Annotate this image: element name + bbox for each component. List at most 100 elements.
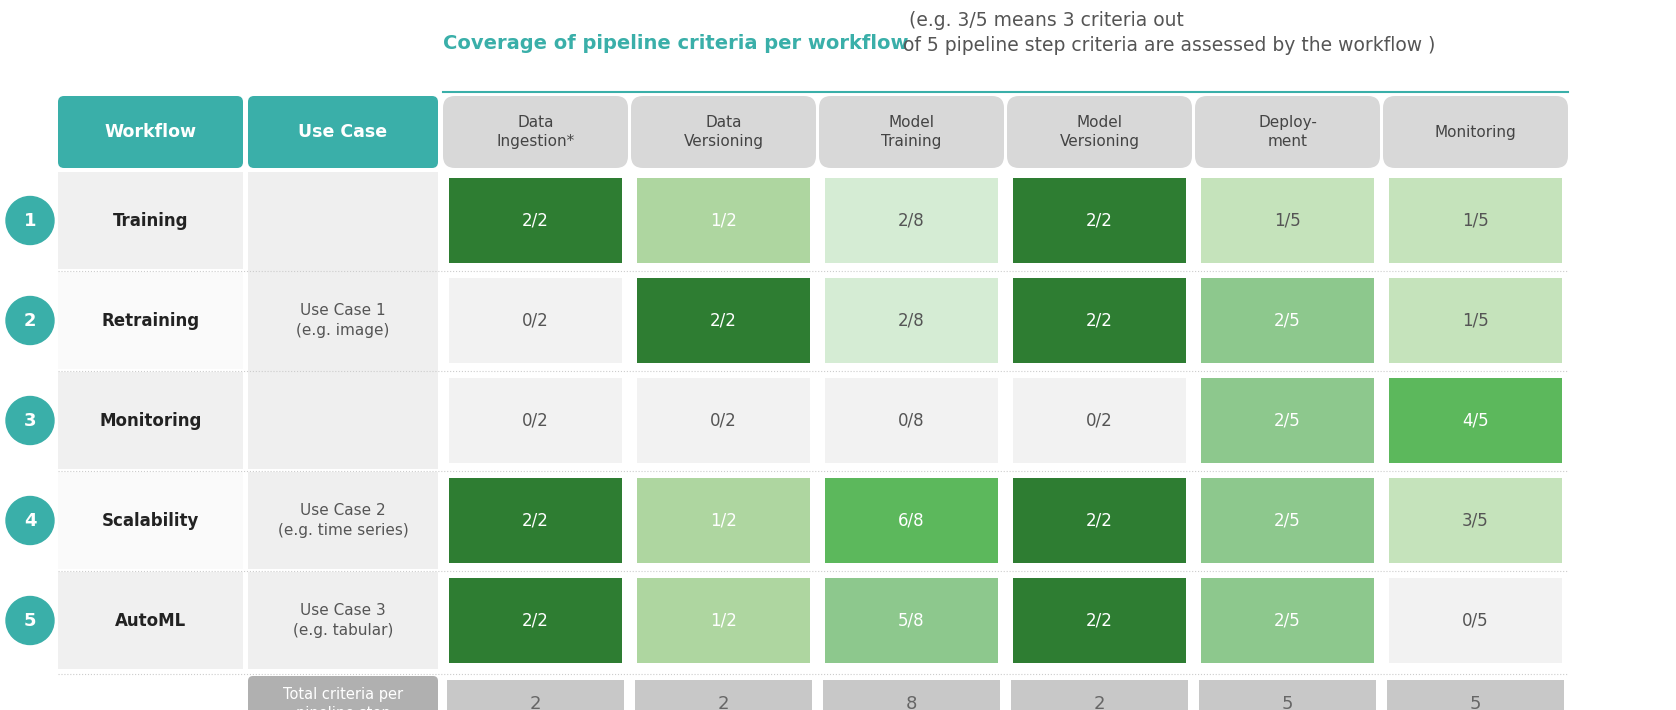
Text: 2/5: 2/5 [1274, 511, 1301, 530]
Text: 2/2: 2/2 [1086, 312, 1113, 329]
FancyBboxPatch shape [449, 578, 622, 663]
FancyBboxPatch shape [248, 96, 437, 168]
Text: Coverage of pipeline criteria per workflow: Coverage of pipeline criteria per workfl… [442, 33, 908, 53]
FancyBboxPatch shape [825, 378, 997, 463]
Text: 2/5: 2/5 [1274, 412, 1301, 430]
Text: 5/8: 5/8 [898, 611, 925, 630]
Text: 2: 2 [530, 695, 541, 710]
Text: Training: Training [112, 212, 188, 229]
FancyBboxPatch shape [59, 96, 243, 168]
FancyBboxPatch shape [1202, 378, 1374, 463]
FancyBboxPatch shape [1388, 680, 1564, 710]
FancyBboxPatch shape [1012, 378, 1187, 463]
Text: Monitoring: Monitoring [1435, 124, 1517, 139]
FancyBboxPatch shape [248, 676, 437, 710]
FancyBboxPatch shape [1389, 578, 1562, 663]
FancyBboxPatch shape [630, 96, 816, 168]
Circle shape [7, 197, 54, 244]
Circle shape [7, 297, 54, 344]
FancyBboxPatch shape [635, 680, 811, 710]
Text: 0/2: 0/2 [523, 312, 548, 329]
FancyBboxPatch shape [1383, 96, 1569, 168]
FancyBboxPatch shape [1012, 478, 1187, 563]
Text: Deploy-
ment: Deploy- ment [1259, 115, 1317, 149]
Text: 1: 1 [23, 212, 37, 229]
Text: 2/2: 2/2 [1086, 511, 1113, 530]
FancyBboxPatch shape [1389, 478, 1562, 563]
Text: 1/5: 1/5 [1274, 212, 1301, 229]
FancyBboxPatch shape [1389, 378, 1562, 463]
Text: 2/8: 2/8 [898, 312, 925, 329]
FancyBboxPatch shape [1007, 96, 1192, 168]
FancyBboxPatch shape [1202, 178, 1374, 263]
FancyBboxPatch shape [637, 278, 810, 363]
FancyBboxPatch shape [1202, 278, 1374, 363]
FancyBboxPatch shape [59, 372, 243, 469]
Text: 0/2: 0/2 [711, 412, 737, 430]
FancyBboxPatch shape [637, 478, 810, 563]
Text: 2/2: 2/2 [1086, 611, 1113, 630]
Text: 2/5: 2/5 [1274, 611, 1301, 630]
Text: 4: 4 [23, 511, 37, 530]
Text: (e.g. 3/5 means 3 criteria out
of 5 pipeline step criteria are assessed by the w: (e.g. 3/5 means 3 criteria out of 5 pipe… [903, 11, 1435, 55]
Text: 2: 2 [1094, 695, 1104, 710]
FancyBboxPatch shape [1012, 178, 1187, 263]
Text: Data
Versioning: Data Versioning [684, 115, 764, 149]
Text: Model
Versioning: Model Versioning [1059, 115, 1140, 149]
FancyBboxPatch shape [1389, 278, 1562, 363]
FancyBboxPatch shape [1198, 680, 1376, 710]
FancyBboxPatch shape [1202, 478, 1374, 563]
FancyBboxPatch shape [825, 178, 997, 263]
Circle shape [7, 596, 54, 645]
Text: Use Case: Use Case [298, 123, 387, 141]
Text: 1/2: 1/2 [711, 212, 737, 229]
FancyBboxPatch shape [59, 472, 243, 569]
Text: Total criteria per
pipeline step: Total criteria per pipeline step [283, 687, 402, 710]
Text: 2/2: 2/2 [521, 212, 550, 229]
Text: 5: 5 [1282, 695, 1294, 710]
FancyBboxPatch shape [825, 278, 997, 363]
Text: 2: 2 [717, 695, 729, 710]
FancyBboxPatch shape [1202, 578, 1374, 663]
Text: 0/8: 0/8 [898, 412, 925, 430]
FancyBboxPatch shape [449, 478, 622, 563]
FancyBboxPatch shape [637, 578, 810, 663]
Text: 1/5: 1/5 [1461, 212, 1488, 229]
Text: 6/8: 6/8 [898, 511, 925, 530]
FancyBboxPatch shape [1012, 278, 1187, 363]
Text: 2/2: 2/2 [521, 511, 550, 530]
Circle shape [7, 396, 54, 444]
Text: 1/2: 1/2 [711, 611, 737, 630]
Text: 5: 5 [23, 611, 37, 630]
Text: Use Case 2
(e.g. time series): Use Case 2 (e.g. time series) [278, 503, 409, 538]
Text: 2/5: 2/5 [1274, 312, 1301, 329]
Text: Monitoring: Monitoring [99, 412, 201, 430]
Text: 1/2: 1/2 [711, 511, 737, 530]
Text: 2/8: 2/8 [898, 212, 925, 229]
FancyBboxPatch shape [1195, 96, 1379, 168]
FancyBboxPatch shape [59, 572, 243, 669]
Text: 0/5: 0/5 [1461, 611, 1488, 630]
FancyBboxPatch shape [820, 96, 1004, 168]
Text: Workflow: Workflow [104, 123, 196, 141]
Text: 2: 2 [23, 312, 37, 329]
Text: 5: 5 [1470, 695, 1482, 710]
FancyBboxPatch shape [1011, 680, 1188, 710]
FancyBboxPatch shape [1012, 578, 1187, 663]
Text: Retraining: Retraining [102, 312, 199, 329]
Text: 1/5: 1/5 [1461, 312, 1488, 329]
Text: Use Case 1
(e.g. image): Use Case 1 (e.g. image) [297, 303, 391, 338]
FancyBboxPatch shape [449, 178, 622, 263]
Text: AutoML: AutoML [116, 611, 186, 630]
FancyBboxPatch shape [637, 178, 810, 263]
Text: Data
Ingestion*: Data Ingestion* [496, 115, 575, 149]
FancyBboxPatch shape [248, 572, 437, 669]
FancyBboxPatch shape [442, 96, 628, 168]
Text: 0/2: 0/2 [1086, 412, 1113, 430]
FancyBboxPatch shape [825, 478, 997, 563]
FancyBboxPatch shape [449, 278, 622, 363]
Text: 3: 3 [23, 412, 37, 430]
Text: 2/2: 2/2 [711, 312, 737, 329]
Text: Model
Training: Model Training [882, 115, 942, 149]
Text: 4/5: 4/5 [1461, 412, 1488, 430]
